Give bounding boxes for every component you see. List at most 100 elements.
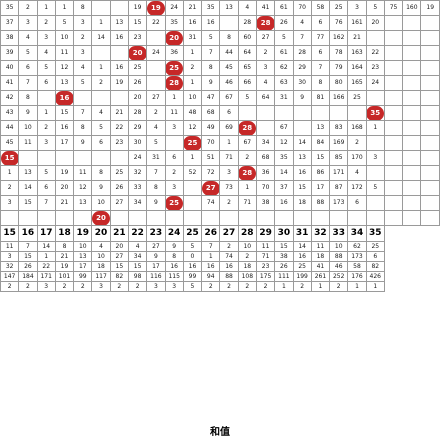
data-cell: 4 [292,15,312,31]
data-cell: 64 [255,90,276,106]
data-cell [274,210,294,226]
data-cell: 5 [201,30,221,46]
data-cell: 5 [73,75,93,91]
data-cell [54,150,75,166]
data-cell: 14 [274,165,294,181]
header-number: 15 [0,225,20,242]
number-trend-grid: 35 2 1 1 8 19 19 24 21 35 13 4 41 61 70 58 25 3 5 75 160 19 37… [0,0,440,292]
highlight-ball: 15 [0,150,20,166]
data-cell [182,195,203,211]
data-cell [182,210,203,226]
data-cell [146,30,166,46]
data-cell: 171 [329,165,349,181]
summary-cell: 88 [329,251,349,262]
header-number: 16 [18,225,38,242]
data-cell: 72 [201,165,221,181]
data-cell: 79 [329,60,349,76]
data-cell [219,15,239,31]
summary-cell: 115 [164,271,184,282]
data-cell: 25 [109,165,129,181]
data-cell: 12 [274,135,294,151]
data-cell: 70 [255,180,276,196]
summary-cell: 1 [365,281,385,292]
data-cell: 52 [182,165,203,181]
data-cell: 2 [73,30,93,46]
summary-row-streak: 147 184 171 101 99 117 82 98 116 115 99 94 88 108 175 1… [0,271,440,282]
data-cell: 6 [219,105,239,121]
data-cell: 2 [219,195,239,211]
data-cell: 70 [201,135,221,151]
summary-cell: 8 [54,241,75,252]
header-number: 30 [274,225,294,242]
data-cell: 9 [18,105,38,121]
summary-cell: 8 [164,251,184,262]
summary-cell: 11 [310,241,331,252]
header-number: 25 [182,225,203,242]
data-cell: 173 [329,195,349,211]
data-cell: 24 [365,75,385,91]
data-cell: 69 [219,120,239,136]
data-cell: 74 [201,195,221,211]
header-number: 20 [91,225,111,242]
data-cell: 1 [36,105,56,121]
data-cell: 6 [36,180,56,196]
data-cell: 13 [292,150,312,166]
data-cell: 3 [365,150,385,166]
data-cell: 39 [0,45,20,61]
data-cell: 86 [310,165,331,181]
data-cell: 15 [127,15,148,31]
summary-cell: 41 [310,261,331,272]
header-number: 29 [255,225,276,242]
data-cell: 44 [0,120,20,136]
highlight-ball: 25 [164,60,184,76]
data-cell: 10 [91,195,111,211]
data-cell: 5 [365,0,385,16]
data-cell: 7 [201,45,221,61]
data-cell [54,210,75,226]
data-cell: 73 [219,180,239,196]
highlight-ball: 28 [237,165,257,181]
summary-cell: 32 [0,261,20,272]
data-cell [402,90,422,106]
data-cell: 3 [255,60,276,76]
data-cell [73,90,93,106]
header-number: 18 [54,225,75,242]
highlight-ball: 16 [54,90,75,106]
data-cell: 21 [182,0,203,16]
summary-cell: 27 [146,241,166,252]
summary-cell: 2 [201,281,221,292]
summary-cell: 46 [329,261,349,272]
data-cell [402,120,422,136]
data-cell: 25 [347,90,367,106]
highlight-ball: 28 [255,15,276,31]
data-cell: 6 [310,15,331,31]
data-cell [292,210,312,226]
data-cell: 19 [54,165,75,181]
data-cell [402,75,422,91]
summary-cell: 99 [73,271,93,282]
data-cell: 26 [274,15,294,31]
data-cell: 24 [164,0,184,16]
summary-cell: 2 [219,241,239,252]
data-cell: 2 [182,60,203,76]
data-cell: 83 [329,120,349,136]
data-cell: 11 [54,45,75,61]
header-number: 28 [237,225,257,242]
summary-cell: 16 [219,261,239,272]
highlight-ball: 27 [201,180,221,196]
data-cell: 22 [146,15,166,31]
data-cell: 11 [18,135,38,151]
summary-cell: 2 [237,281,257,292]
data-cell: 45 [219,60,239,76]
data-cell: 4 [255,75,276,91]
data-cell [255,120,276,136]
data-cell [127,210,148,226]
data-cell: 66 [237,75,257,91]
data-cell [365,195,385,211]
data-cell: 81 [310,90,331,106]
summary-cell: 94 [201,271,221,282]
data-cell: 7 [73,105,93,121]
data-cell: 3 [36,30,56,46]
data-cell: 3 [164,180,184,196]
